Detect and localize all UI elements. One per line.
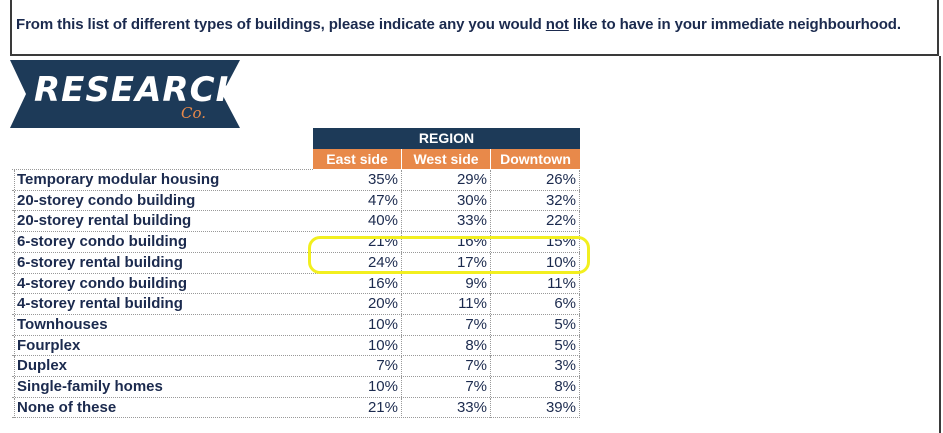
row-divider — [12, 417, 580, 419]
row-label: Townhouses — [14, 314, 310, 335]
row-divider — [12, 189, 580, 191]
row-label: 6-storey rental building — [14, 252, 310, 273]
table-cell: 7% — [402, 314, 491, 335]
row-label: 20-storey rental building — [14, 211, 310, 232]
row-divider — [12, 396, 580, 398]
row-label: Temporary modular housing — [14, 170, 310, 190]
table-cell: 11% — [402, 294, 491, 315]
row-divider — [12, 334, 580, 336]
table-cell: 6% — [491, 294, 580, 315]
row-label: Single-family homes — [14, 377, 310, 397]
row-divider — [12, 231, 580, 233]
table-cell: 16% — [313, 273, 402, 294]
table-cell: 40% — [313, 211, 402, 232]
question-prefix: From this list of different types of bui… — [16, 16, 546, 33]
row-label: 4-storey rental building — [14, 294, 310, 315]
row-divider — [12, 355, 580, 357]
table-cell: 11% — [491, 273, 580, 294]
table-cell: 35% — [313, 170, 402, 190]
row-divider — [12, 169, 313, 170]
table-cell: 26% — [491, 170, 580, 190]
table-cell: 24% — [313, 252, 402, 273]
row-label: None of these — [14, 397, 310, 418]
row-divider — [12, 251, 580, 253]
logo-co-text: Co. — [181, 104, 207, 122]
table-cell: 3% — [491, 356, 580, 377]
question-emphasis: not — [545, 16, 569, 33]
table-cell: 5% — [491, 314, 580, 335]
row-divider — [12, 376, 580, 377]
table-cell: 17% — [402, 252, 491, 273]
question-box: From this list of different types of bui… — [10, 0, 939, 56]
table-cell: 22% — [491, 211, 580, 232]
table-cell: 30% — [402, 190, 491, 211]
row-divider — [12, 293, 580, 295]
table-cell: 8% — [402, 335, 491, 356]
table-cell: 29% — [402, 170, 491, 190]
row-label: Duplex — [14, 356, 310, 377]
research-co-logo — [10, 60, 240, 128]
row-label: Fourplex — [14, 335, 310, 356]
table-cell: 7% — [402, 377, 491, 397]
row-label: 6-storey condo building — [14, 232, 310, 253]
table-cell: 8% — [491, 377, 580, 397]
row-divider — [12, 272, 580, 274]
row-divider — [12, 210, 580, 212]
table-cell: 20% — [313, 294, 402, 315]
question-suffix: like to have in your immediate neighbour… — [568, 16, 901, 33]
row-label: 20-storey condo building — [14, 190, 310, 211]
table-cell: 5% — [491, 335, 580, 356]
highlight-ellipse — [308, 236, 590, 274]
table-cell: 39% — [491, 397, 580, 418]
table-cell: 9% — [402, 273, 491, 294]
logo-text: RESEARCH — [34, 70, 246, 110]
table-cell: 47% — [313, 190, 402, 211]
row-label: 4-storey condo building — [14, 273, 310, 294]
table-cell: 10% — [313, 314, 402, 335]
column-header: East side — [313, 149, 402, 169]
right-border — [939, 56, 941, 433]
column-header: Downtown — [491, 149, 580, 169]
table-cell: 33% — [402, 397, 491, 418]
table-cell: 7% — [313, 356, 402, 377]
table-cell: 10% — [313, 377, 402, 397]
table-cell: 10% — [313, 335, 402, 356]
table-cell: 7% — [402, 356, 491, 377]
region-header: REGION — [313, 128, 580, 149]
row-divider — [12, 313, 580, 315]
column-header: West side — [402, 149, 491, 169]
table-cell: 21% — [313, 397, 402, 418]
table-cell: 33% — [402, 211, 491, 232]
table-cell: 32% — [491, 190, 580, 211]
question-text: From this list of different types of bui… — [16, 16, 901, 33]
